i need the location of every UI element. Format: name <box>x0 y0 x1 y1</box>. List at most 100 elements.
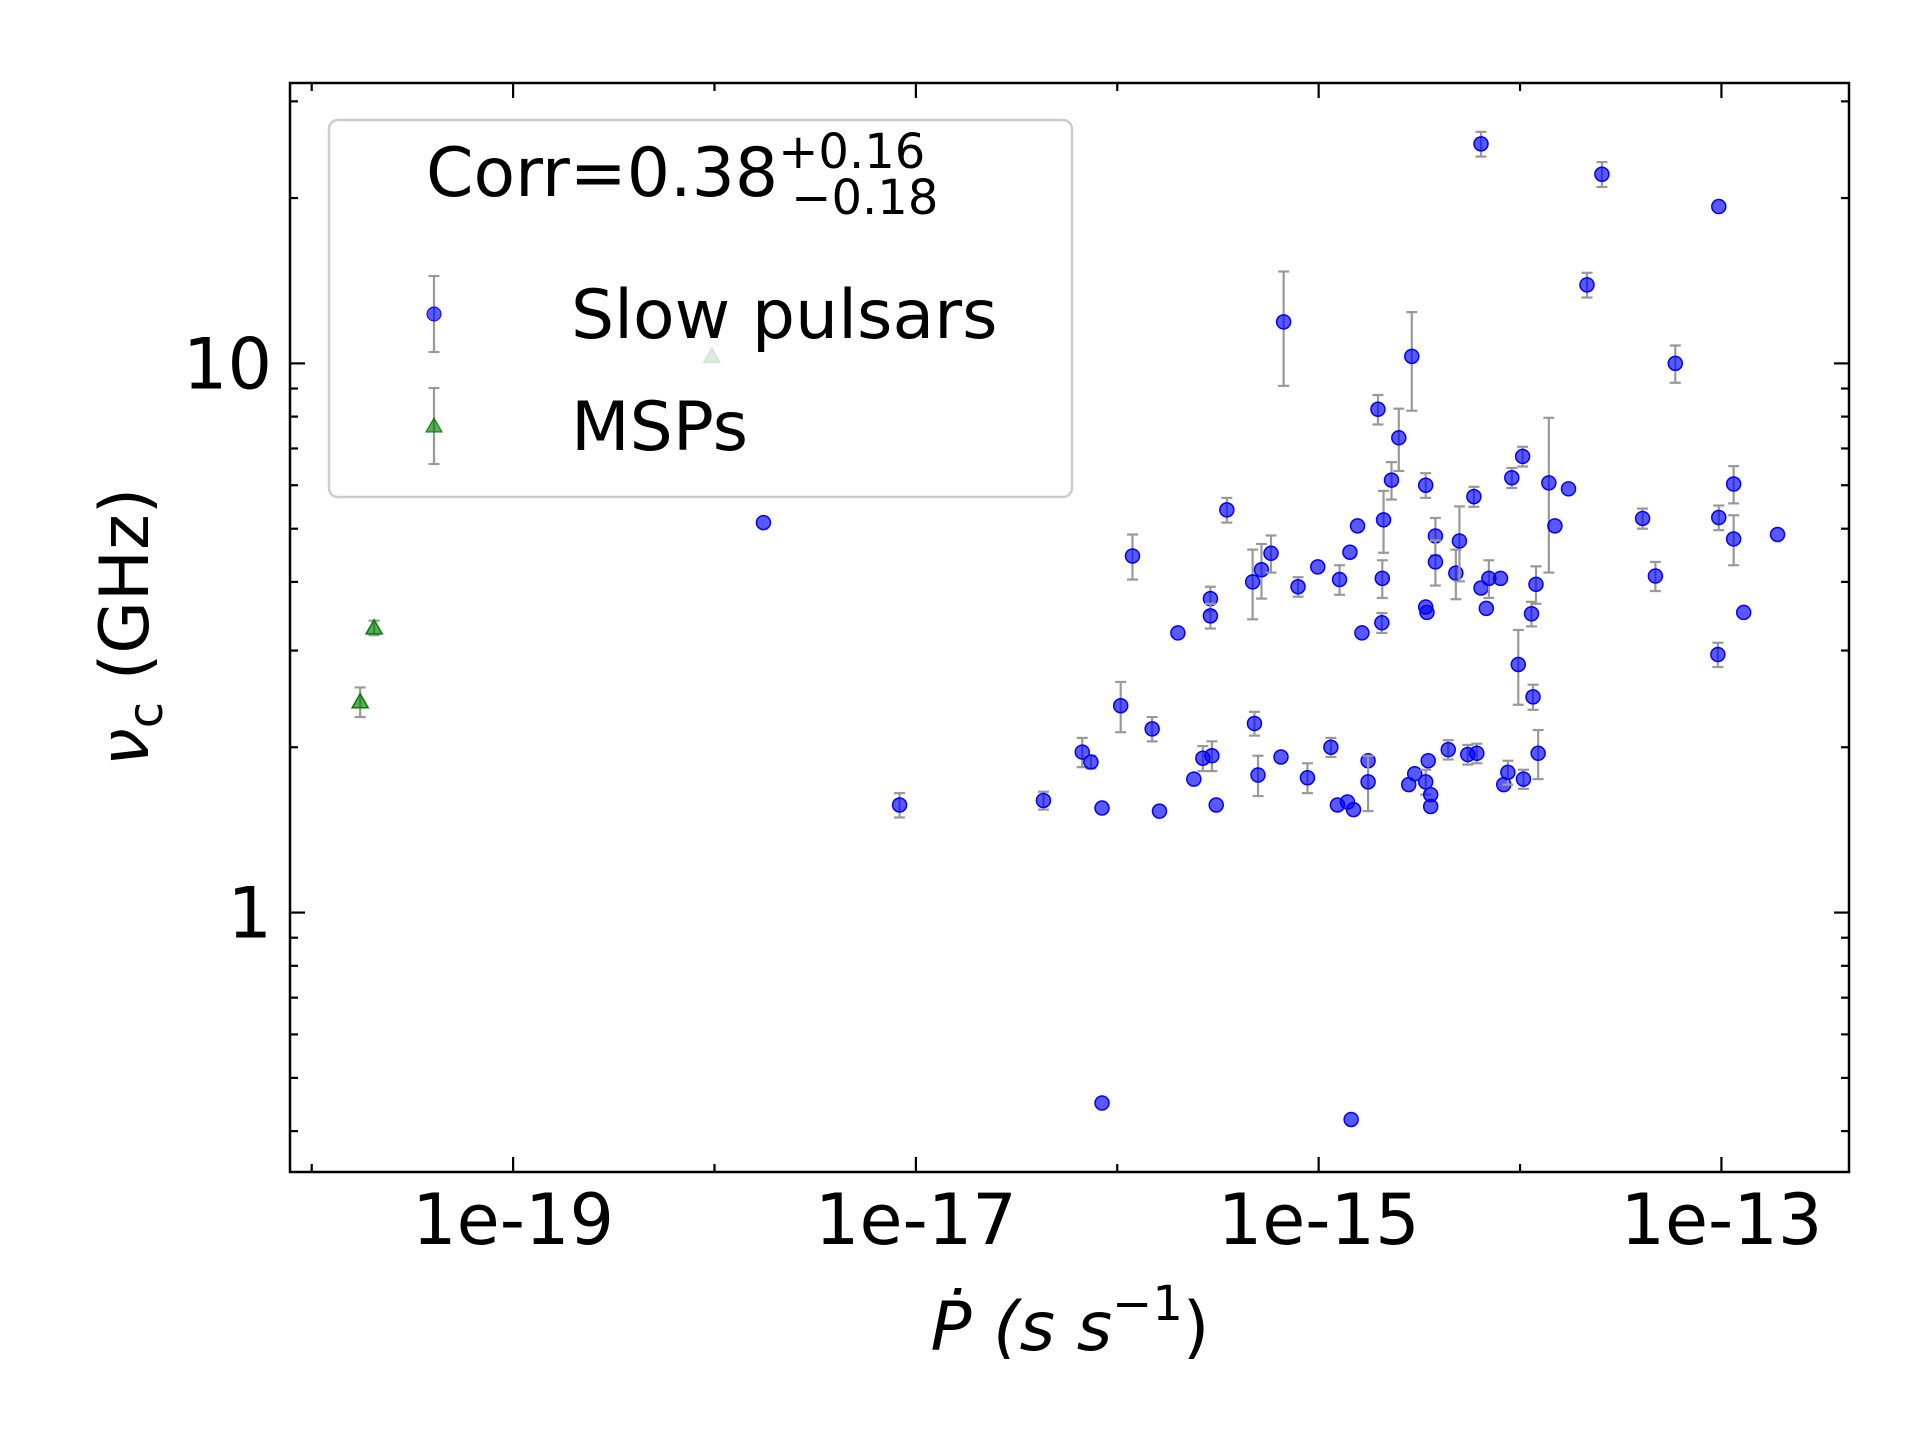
point <box>1404 348 1420 365</box>
point <box>1202 608 1219 624</box>
point <box>1208 797 1224 813</box>
point <box>1769 526 1786 543</box>
point <box>1504 470 1520 486</box>
point <box>1560 481 1577 497</box>
point <box>1375 512 1392 528</box>
point <box>891 797 908 813</box>
point <box>1290 579 1306 595</box>
point <box>1331 571 1348 588</box>
point <box>1374 615 1390 631</box>
point <box>1711 198 1727 215</box>
point <box>1360 774 1376 790</box>
point <box>1448 565 1464 581</box>
x-tick-label: 1e-13 <box>1620 1179 1822 1261</box>
point <box>1083 754 1099 770</box>
point <box>1469 745 1485 762</box>
point <box>1219 502 1235 518</box>
legend-marker <box>425 416 443 433</box>
point <box>1343 1111 1359 1128</box>
x-tick-label: 1e-17 <box>815 1179 1017 1261</box>
point <box>1725 476 1742 492</box>
y-label-sub: c <box>118 702 174 728</box>
point <box>1250 767 1266 783</box>
point <box>1417 477 1434 493</box>
point <box>1253 561 1270 578</box>
point <box>1667 355 1684 372</box>
y-tick-label: 10 <box>183 323 272 405</box>
point <box>1711 509 1727 526</box>
point <box>364 618 384 635</box>
point <box>1647 568 1664 584</box>
point <box>1374 570 1391 587</box>
point <box>1530 745 1546 762</box>
point <box>1440 741 1456 758</box>
point <box>1419 604 1435 621</box>
point <box>1391 430 1407 446</box>
point <box>1547 518 1563 534</box>
point <box>1246 715 1263 732</box>
point <box>1345 801 1362 818</box>
point <box>1273 749 1289 765</box>
y-axis-label: νc (GHz) <box>86 488 174 767</box>
y-label-text: ν <box>86 728 165 766</box>
point <box>1735 604 1752 621</box>
legend-box <box>327 118 1074 499</box>
point <box>1725 531 1742 547</box>
point <box>1094 800 1110 816</box>
point <box>1370 401 1386 418</box>
point <box>1310 559 1326 575</box>
legend-title-sup: +0.16 <box>778 124 925 180</box>
point <box>1510 656 1527 673</box>
point <box>1170 625 1186 641</box>
x-tick-label: 1e-15 <box>1218 1179 1420 1261</box>
point <box>350 692 370 709</box>
legend-title-text: Corr=0.38 <box>426 134 778 213</box>
point <box>1420 752 1436 769</box>
legend-title-sub: −0.18 <box>791 170 938 226</box>
point <box>1186 771 1202 787</box>
point <box>1417 774 1434 790</box>
point <box>1514 448 1531 465</box>
point <box>1579 277 1595 293</box>
point <box>1473 136 1489 152</box>
point <box>1634 510 1651 527</box>
x-label-sup: −1 <box>1112 1276 1183 1332</box>
y-label-end: (GHz) <box>86 488 165 702</box>
point <box>1492 570 1509 587</box>
point <box>1342 544 1358 561</box>
x-tick-label: 1e-19 <box>412 1179 614 1261</box>
point <box>1094 1095 1110 1111</box>
point <box>1594 166 1610 182</box>
point <box>1500 764 1516 781</box>
point <box>1323 739 1339 756</box>
point <box>1275 314 1292 330</box>
point <box>1528 576 1544 593</box>
x-label-text: Ṗ (s s <box>931 1288 1113 1367</box>
point <box>1523 606 1540 622</box>
point <box>1204 748 1220 764</box>
point <box>1144 721 1160 737</box>
legend-marker <box>426 306 442 322</box>
point <box>755 514 772 531</box>
point <box>1354 625 1370 641</box>
point <box>1035 792 1052 809</box>
y-tick-label: 1 <box>227 873 272 955</box>
legend-title: Corr=0.38+0.16 −0.18 <box>426 124 938 226</box>
point <box>1299 769 1316 786</box>
point <box>1478 600 1495 617</box>
x-axis-label: Ṗ (s s−1) <box>931 1276 1210 1367</box>
point <box>1525 689 1541 705</box>
data-points <box>350 130 1786 1128</box>
point <box>1466 488 1482 505</box>
point <box>1349 518 1366 534</box>
point <box>1383 472 1400 488</box>
point <box>1451 533 1468 549</box>
point <box>1422 798 1439 815</box>
x-label-end: ) <box>1183 1288 1210 1367</box>
plot-frame <box>288 81 1851 1174</box>
point <box>1427 554 1444 570</box>
legend: Corr=0.38+0.16 −0.18 Slow pulsars MSPs <box>327 118 1074 499</box>
point <box>1124 548 1141 564</box>
